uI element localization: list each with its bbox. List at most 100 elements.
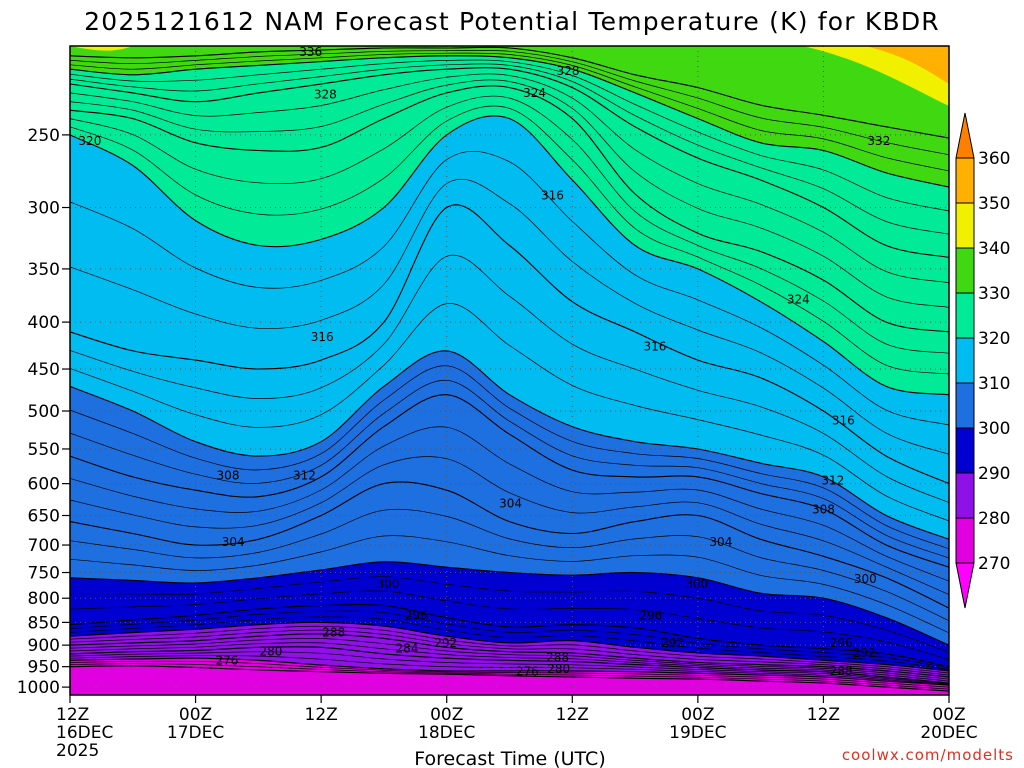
colorbar-band-270: [955, 517, 975, 564]
isentrope-minor-276-0: [70, 663, 949, 690]
colorbar-band-340: [955, 202, 975, 249]
contour-label-296: 296: [639, 608, 662, 622]
isentrope-minor-292-1: [70, 610, 949, 669]
isentrope-minor-292-0: [70, 616, 949, 670]
isentrope-336: [70, 46, 949, 139]
band-fill-336: [70, 46, 949, 139]
chart-title: 2025121612 NAM Forecast Potential Temper…: [84, 7, 940, 36]
colorbar-label: 290: [978, 464, 1010, 484]
y-tick-label: 800: [28, 589, 60, 609]
colorbar-over: [955, 112, 975, 159]
isentrope-minor-284-0: [70, 642, 949, 682]
isentrope-minor-308-1: [70, 365, 949, 550]
contour-label-304: 304: [709, 535, 732, 549]
isentrope-minor-328-0: [70, 63, 949, 235]
contour-label-304: 304: [222, 535, 245, 549]
isentrope-300: [70, 561, 949, 646]
isentrope-280: [70, 657, 949, 686]
x-tick-label: 19DEC: [669, 723, 726, 743]
isentrope-312: [70, 350, 949, 540]
contour-label-284: 284: [395, 642, 418, 656]
contour-label-292: 292: [434, 636, 457, 650]
colorbar-label: 340: [978, 239, 1010, 259]
contour-label-300: 300: [377, 577, 400, 591]
isentrope-minor-296-1: [70, 576, 949, 653]
y-tick-label: 900: [28, 636, 60, 656]
isentrope-minor-332-1: [70, 49, 949, 156]
contour-label-308: 308: [812, 502, 835, 516]
isentrope-minor-276-1: [70, 660, 949, 688]
isentrope-minor-288-1: [70, 625, 949, 674]
band-fill-upper-right-hot: [865, 46, 949, 84]
contour-label-300: 300: [685, 577, 708, 591]
x-tick-label: 00Z: [179, 705, 212, 725]
contour-label-316: 316: [311, 330, 334, 344]
colorbar-label: 270: [978, 554, 1010, 574]
isentrope-296: [70, 604, 949, 668]
isentrope-minor-304-1: [70, 426, 949, 582]
contour-label-324: 324: [787, 293, 810, 307]
y-tick-label: 850: [28, 613, 60, 633]
isentrope-320: [70, 115, 949, 396]
y-tick-label: 500: [28, 402, 60, 422]
isentrope-308: [70, 394, 949, 568]
contour-label-324: 324: [523, 86, 546, 100]
x-tick-label: 16DEC: [56, 723, 113, 743]
isentrope-minor-304-0: [70, 456, 949, 595]
isentrope-minor-312-1: [70, 254, 949, 503]
colorbar-band-310: [955, 337, 975, 384]
contour-label-300: 300: [854, 572, 877, 586]
color-legend: 270 280 290 300 310 320 330 340 350 360: [955, 112, 1010, 609]
temperature-fill: [70, 46, 949, 695]
colorbar-label: 310: [978, 374, 1010, 394]
x-axis-title: Forecast Time (UTC): [414, 748, 605, 768]
isentrope-minor-324-1: [70, 73, 949, 284]
x-tick-label: 12Z: [556, 705, 589, 725]
isentrope-332: [70, 55, 949, 188]
isentrope-minor-308-0: [70, 379, 949, 559]
x-tick-label: 00Z: [430, 705, 463, 725]
isentrope-lines: [70, 46, 949, 692]
contour-label-288: 288: [546, 650, 569, 664]
contour-label-276: 276: [516, 665, 539, 679]
x-tick-label: 12Z: [305, 705, 338, 725]
colorbar-label: 350: [978, 194, 1010, 214]
isentrope-minor-296-0: [70, 590, 949, 660]
isentrope-minor-280-1: [70, 651, 949, 685]
isentrope-minor-300-0: [70, 535, 949, 634]
y-tick-label: 550: [28, 440, 60, 460]
isentrope-minor-280-0: [70, 655, 949, 685]
contour-label-292: 292: [853, 646, 876, 660]
y-tick-label: 250: [28, 126, 60, 146]
isentrope-minor-316-0: [70, 178, 949, 455]
contour-label-316: 316: [644, 339, 667, 353]
colorbar-band-350: [955, 157, 975, 204]
band-fill-upper-left: [70, 46, 133, 51]
x-tick-label: 17DEC: [167, 723, 224, 743]
colorbar-label: 280: [978, 509, 1010, 529]
contour-label-288: 288: [830, 664, 853, 678]
x-tick-label: 00Z: [681, 705, 714, 725]
isentrope-minor-328-1: [70, 59, 949, 212]
contour-label-276: 276: [216, 653, 239, 667]
isentrope-292: [70, 621, 949, 672]
y-tick-label: 950: [28, 658, 60, 678]
isentrope-minor-324-0: [70, 79, 949, 308]
contour-label-304: 304: [499, 497, 522, 511]
credit-text: coolwx.com/modelts: [842, 746, 1014, 764]
y-tick-label: 400: [28, 313, 60, 333]
contour-labels: 336 328 324 328 320 332 316 324 316 316 316 308 312 3…: [78, 45, 890, 679]
contour-label-328: 328: [557, 64, 580, 78]
x-tick-label: 2025: [56, 741, 99, 761]
contour-label-312: 312: [821, 473, 844, 487]
contour-label-308: 308: [217, 469, 240, 483]
contour-label-280: 280: [547, 662, 570, 676]
y-tick-label: 450: [28, 360, 60, 380]
isentrope-minor-320-1: [70, 95, 949, 354]
x-tick-label: 20DEC: [920, 723, 977, 743]
colorbar-label: 300: [978, 419, 1010, 439]
contour-label-292: 292: [661, 636, 684, 650]
colorbar-label: 330: [978, 284, 1010, 304]
colorbar-label: 360: [978, 149, 1010, 169]
